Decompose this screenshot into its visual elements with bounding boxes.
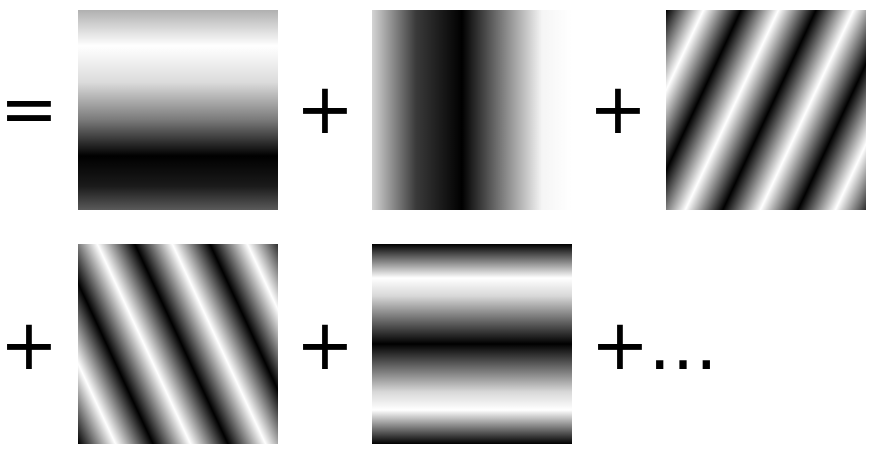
basis-tile-horizontal-low-frequency xyxy=(78,10,278,210)
basis-tile-horizontal-high-frequency xyxy=(372,244,572,444)
plus-sign: + xyxy=(295,304,355,386)
basis-tile-vertical-low-frequency xyxy=(372,10,572,210)
plus-sign: + xyxy=(590,304,650,386)
plus-sign: + xyxy=(295,68,355,150)
ellipsis: … xyxy=(648,304,718,386)
plus-sign: + xyxy=(0,304,59,386)
basis-tile-diagonal-up xyxy=(78,244,278,444)
basis-tile-diagonal-down xyxy=(666,10,866,210)
plus-sign: + xyxy=(588,68,648,150)
equals-sign: = xyxy=(0,68,59,150)
